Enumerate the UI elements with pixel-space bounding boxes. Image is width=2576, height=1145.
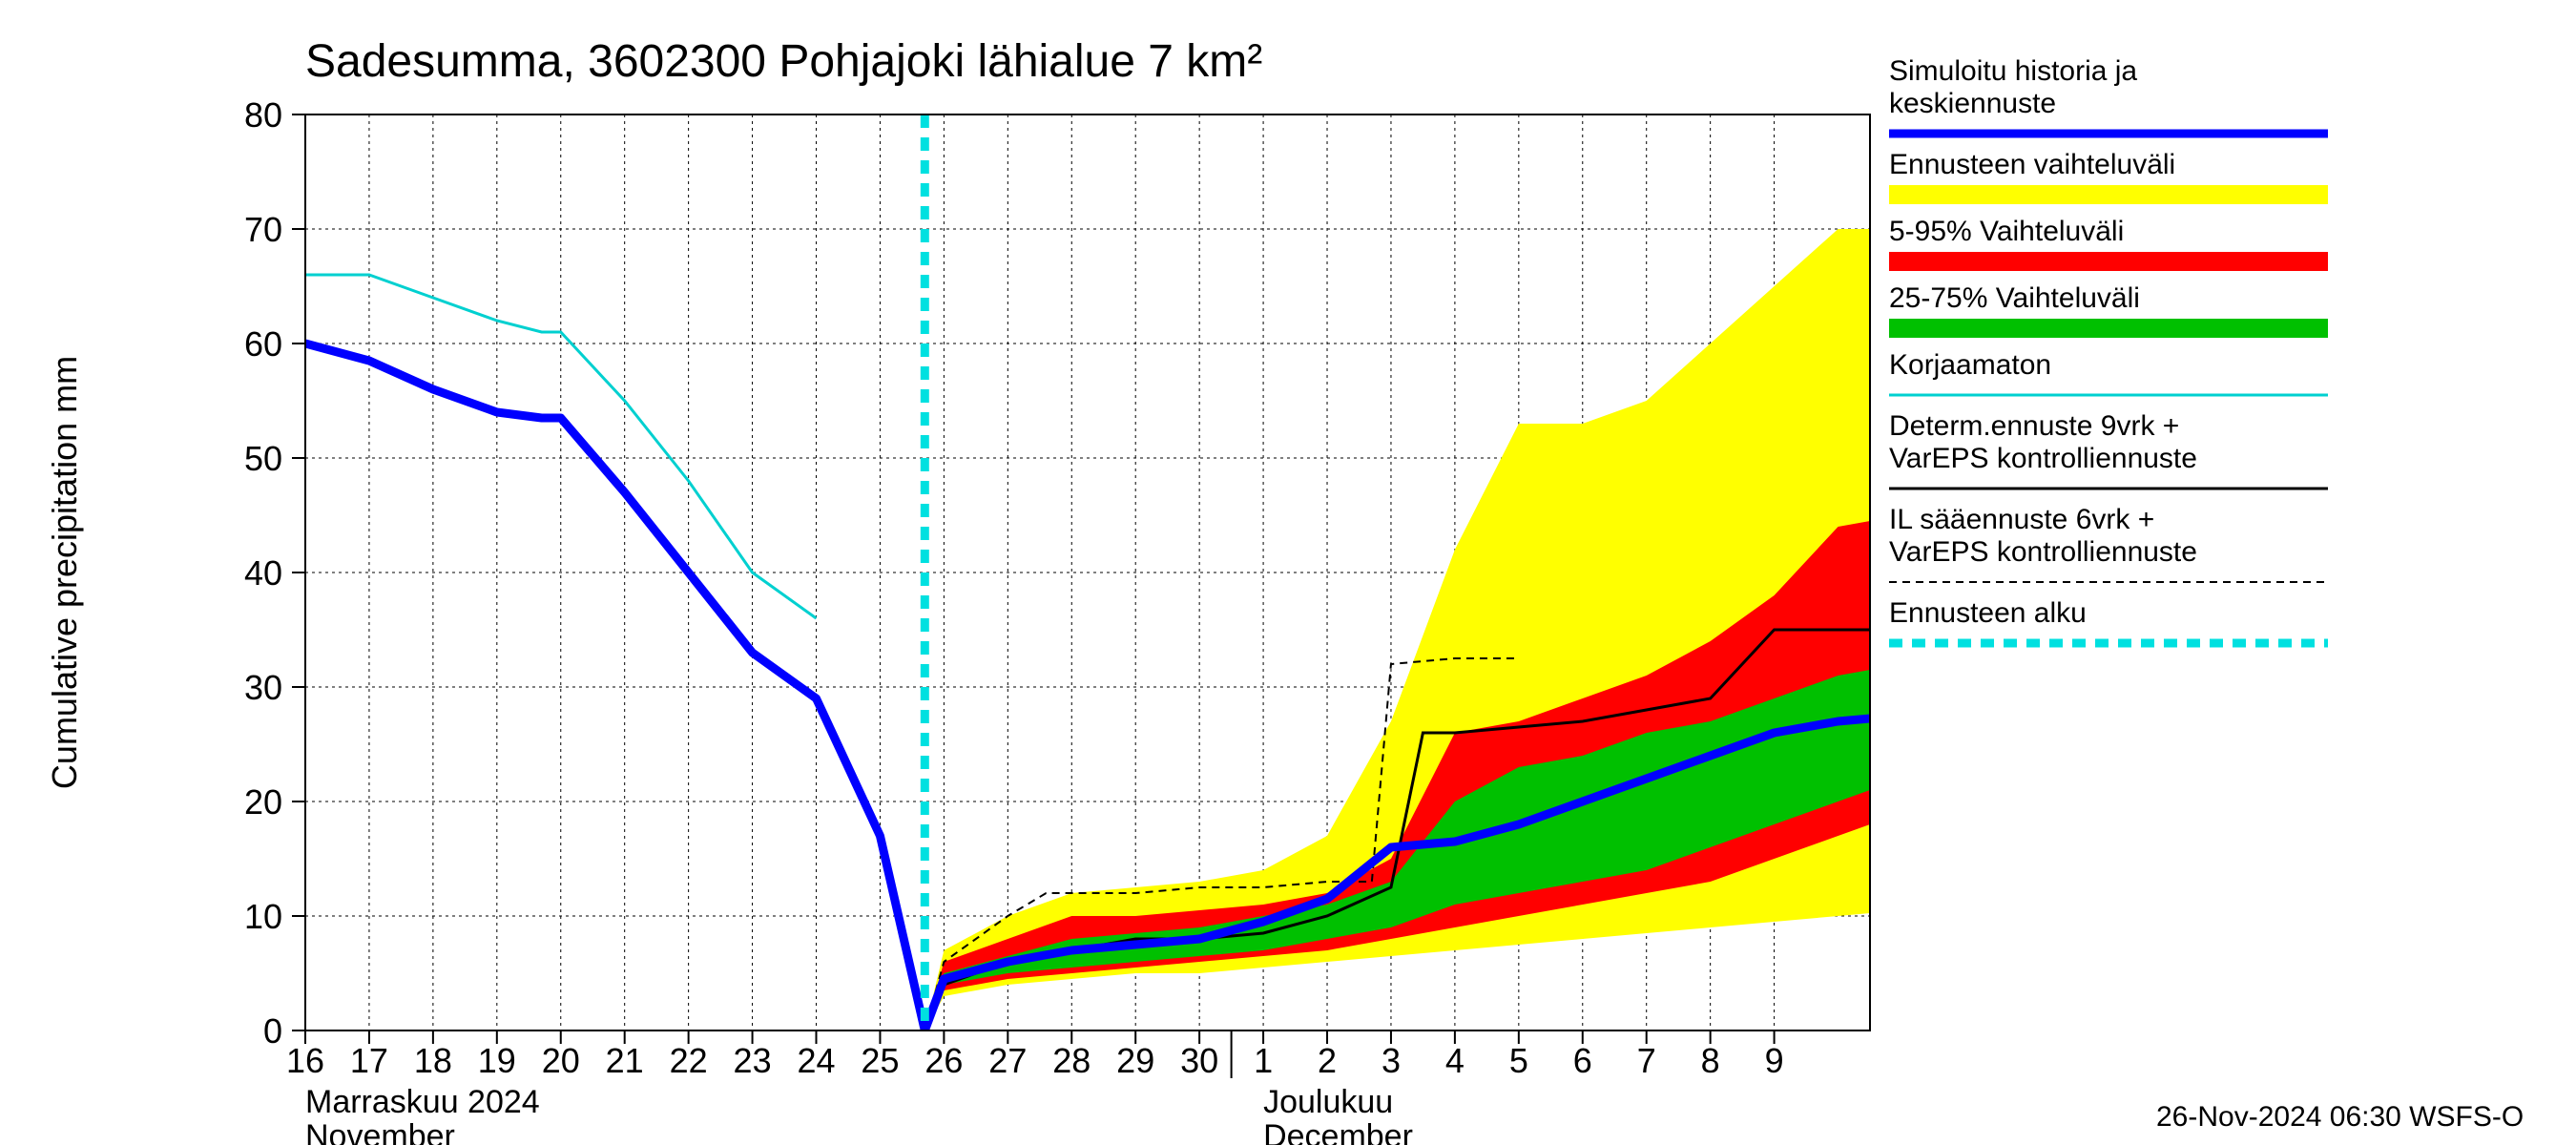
svg-text:4: 4 (1445, 1041, 1465, 1080)
svg-text:3: 3 (1381, 1041, 1401, 1080)
svg-text:1: 1 (1254, 1041, 1273, 1080)
svg-text:Korjaamaton: Korjaamaton (1889, 349, 2051, 381)
svg-text:5: 5 (1509, 1041, 1528, 1080)
month2-fi: Joulukuu (1263, 1084, 1393, 1120)
svg-text:Ennusteen vaihteluväli: Ennusteen vaihteluväli (1889, 149, 2175, 180)
y-axis-label: Cumulative precipitation mm (45, 356, 84, 789)
svg-text:2: 2 (1318, 1041, 1337, 1080)
svg-text:24: 24 (797, 1041, 835, 1080)
svg-text:40: 40 (244, 553, 282, 593)
svg-text:20: 20 (542, 1041, 580, 1080)
svg-text:17: 17 (350, 1041, 388, 1080)
legend: Simuloitu historia jakeskiennuste Ennuste… (1889, 55, 2328, 643)
precipitation-chart: 0102030405060708016171819202122232425262… (0, 0, 2576, 1145)
svg-text:16: 16 (286, 1041, 324, 1080)
svg-text:Determ.ennuste 9vrk +: Determ.ennuste 9vrk + (1889, 410, 2179, 442)
svg-text:30: 30 (1180, 1041, 1218, 1080)
svg-text:19: 19 (478, 1041, 516, 1080)
svg-text:Simuloitu historia ja: Simuloitu historia ja (1889, 55, 2137, 87)
svg-text:10: 10 (244, 897, 282, 936)
svg-text:25: 25 (861, 1041, 899, 1080)
svg-text:VarEPS kontrolliennuste: VarEPS kontrolliennuste (1889, 536, 2197, 568)
svg-text:18: 18 (414, 1041, 452, 1080)
svg-text:25-75% Vaihteluväli: 25-75% Vaihteluväli (1889, 282, 2140, 314)
svg-text:22: 22 (670, 1041, 708, 1080)
svg-text:Ennusteen alku: Ennusteen alku (1889, 597, 2087, 629)
month1-fi: Marraskuu 2024 (305, 1084, 540, 1120)
svg-text:60: 60 (244, 324, 282, 364)
footer-timestamp: 26-Nov-2024 06:30 WSFS-O (2156, 1101, 2524, 1133)
svg-text:5-95% Vaihteluväli: 5-95% Vaihteluväli (1889, 216, 2124, 247)
svg-text:23: 23 (734, 1041, 772, 1080)
svg-text:VarEPS kontrolliennuste: VarEPS kontrolliennuste (1889, 443, 2197, 474)
svg-text:29: 29 (1116, 1041, 1154, 1080)
svg-text:80: 80 (244, 95, 282, 135)
month2-en: December (1263, 1118, 1413, 1145)
svg-text:20: 20 (244, 782, 282, 822)
svg-text:6: 6 (1573, 1041, 1592, 1080)
svg-text:27: 27 (988, 1041, 1027, 1080)
svg-text:28: 28 (1052, 1041, 1091, 1080)
svg-text:50: 50 (244, 439, 282, 478)
svg-text:70: 70 (244, 210, 282, 249)
chart-title: Sadesumma, 3602300 Pohjajoki lähialue 7 … (305, 36, 1262, 87)
svg-text:7: 7 (1637, 1041, 1656, 1080)
svg-text:IL sääennuste 6vrk +: IL sääennuste 6vrk + (1889, 504, 2154, 535)
svg-text:21: 21 (606, 1041, 644, 1080)
month1-en: November (305, 1118, 455, 1145)
svg-text:30: 30 (244, 668, 282, 707)
svg-text:26: 26 (924, 1041, 963, 1080)
svg-text:0: 0 (263, 1011, 282, 1051)
svg-text:8: 8 (1701, 1041, 1720, 1080)
svg-text:keskiennuste: keskiennuste (1889, 88, 2056, 119)
svg-text:9: 9 (1765, 1041, 1784, 1080)
